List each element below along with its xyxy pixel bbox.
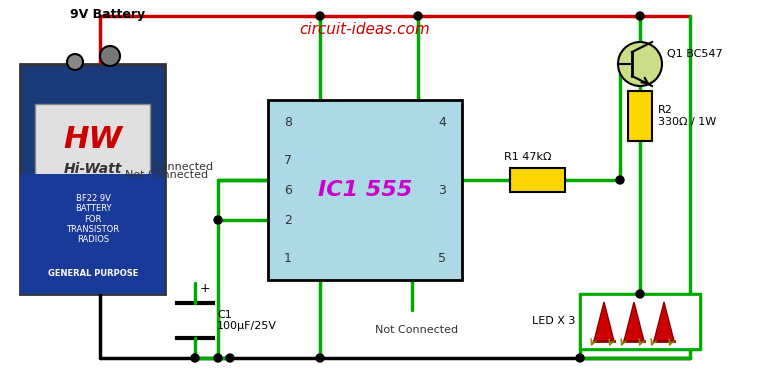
Circle shape: [214, 216, 222, 224]
Circle shape: [67, 54, 83, 70]
Circle shape: [316, 354, 324, 362]
Bar: [35, 104, 150, 194]
Circle shape: [226, 354, 234, 362]
Bar: [20, 174, 165, 294]
Circle shape: [316, 12, 324, 20]
Text: Not Connected: Not Connected: [376, 325, 458, 335]
Text: Not Connected: Not Connected: [130, 162, 213, 172]
Circle shape: [414, 12, 422, 20]
Text: 6: 6: [284, 184, 292, 196]
Text: 4: 4: [438, 116, 446, 129]
Text: IC1 555: IC1 555: [318, 180, 412, 200]
Bar: [510, 168, 565, 192]
Bar: [268, 100, 462, 280]
Text: 5: 5: [438, 251, 446, 264]
Text: R2
330Ω / 1W: R2 330Ω / 1W: [658, 105, 717, 127]
Text: circuit-ideas.com: circuit-ideas.com: [300, 21, 430, 37]
Text: C1
100μF/25V: C1 100μF/25V: [217, 310, 277, 331]
Text: LED X 3: LED X 3: [531, 316, 575, 327]
Polygon shape: [654, 302, 674, 341]
Circle shape: [618, 42, 662, 86]
Text: Q1 BC547: Q1 BC547: [667, 49, 723, 59]
Circle shape: [191, 354, 199, 362]
Circle shape: [636, 12, 644, 20]
Text: R1 47kΩ: R1 47kΩ: [504, 152, 551, 162]
Text: Not Connected: Not Connected: [125, 170, 208, 180]
Text: 1: 1: [284, 251, 292, 264]
Text: Hi-Watt: Hi-Watt: [64, 162, 122, 176]
Text: HW: HW: [64, 125, 123, 153]
Bar: [628, 91, 652, 141]
Text: 9V Battery: 9V Battery: [70, 7, 145, 21]
Polygon shape: [594, 302, 614, 341]
Text: 8: 8: [284, 116, 292, 129]
Polygon shape: [624, 302, 644, 341]
Circle shape: [616, 176, 624, 184]
Circle shape: [636, 290, 644, 298]
Text: +: +: [200, 282, 210, 295]
Circle shape: [100, 46, 120, 66]
Text: 2: 2: [284, 214, 292, 227]
Bar: [20, 64, 165, 294]
Circle shape: [576, 354, 584, 362]
Text: 7: 7: [284, 153, 292, 166]
Text: GENERAL PURPOSE: GENERAL PURPOSE: [48, 270, 138, 279]
Circle shape: [214, 354, 222, 362]
Text: 3: 3: [438, 184, 446, 196]
Bar: [580, 294, 700, 349]
Text: BF22 9V
BATTERY
FOR
TRANSISTOR
RADIOS: BF22 9V BATTERY FOR TRANSISTOR RADIOS: [67, 194, 120, 244]
